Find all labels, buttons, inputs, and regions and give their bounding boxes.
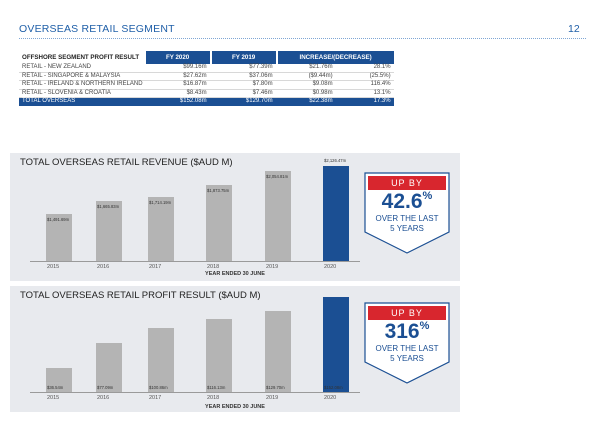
x-tick-label: 2015 — [47, 395, 60, 401]
row-label: RETAIL - IRELAND & NORTHERN IRELAND — [19, 80, 146, 90]
bar-value-label: $129.70m — [266, 385, 285, 390]
revenue-badge-percent-sign: % — [422, 190, 433, 202]
bar-2017 — [148, 328, 174, 392]
bar-value-label: $1,714.19m — [149, 200, 172, 206]
cell-pct: 116.4% — [335, 80, 394, 90]
bar-2017 — [148, 197, 174, 261]
total-fy2020: $152.08m — [145, 97, 210, 106]
x-tick-label: 2017 — [149, 264, 162, 270]
column-header-change: INCREASE/(DECREASE) — [277, 51, 394, 64]
cell-fy2019: $77.39m — [211, 64, 276, 73]
revenue-badge-line2: 5 YEARS — [390, 224, 424, 233]
cell-pct: (25.5%) — [335, 72, 394, 82]
x-tick-label: 2020 — [324, 264, 337, 270]
bar-value-label: $100.86m — [149, 385, 168, 390]
profit-bar-chart: $36.54m 2015 $77.09m 2016 $100.86m 2017 $116.1… — [10, 286, 460, 412]
total-label: TOTAL OVERSEAS — [19, 97, 146, 106]
profit-chart-title: TOTAL OVERSEAS RETAIL PROFIT RESULT ($AU… — [20, 290, 261, 301]
header-divider — [19, 38, 586, 39]
x-tick-label: 2017 — [149, 395, 162, 401]
x-tick-label: 2015 — [47, 264, 60, 270]
x-tick-label: 2019 — [266, 264, 279, 270]
cell-fy2019: $37.06m — [211, 72, 276, 82]
bar-2019 — [265, 171, 291, 261]
profit-badge-body: 316% OVER THE LAST 5 YEARS — [364, 320, 450, 364]
profit-badge-line1: OVER THE LAST — [375, 344, 439, 353]
bar-value-label: $116.13m — [207, 385, 226, 390]
table-row: RETAIL - SLOVENIA & CROATIA $8.43m $7.46… — [19, 89, 394, 99]
bar-value-label: $1,665.83m — [97, 203, 120, 209]
bar-2018 — [206, 185, 232, 261]
x-tick-label: 2018 — [207, 264, 220, 270]
x-axis-line — [30, 261, 360, 262]
cell-change: $21.76m — [277, 64, 336, 73]
bar-value-label: $1,873.75m — [207, 188, 230, 194]
cell-fy2020: $8.43m — [145, 89, 210, 99]
row-label: RETAIL - SINGAPORE & MALAYSIA — [19, 72, 146, 82]
cell-pct: 13.1% — [335, 89, 394, 99]
revenue-badge-body: 42.6% OVER THE LAST 5 YEARS — [364, 190, 450, 234]
cell-change: $9.08m — [277, 80, 336, 90]
bar-2018 — [206, 319, 232, 392]
total-pct: 17.3% — [335, 97, 394, 106]
table-total-row: TOTAL OVERSEAS $152.08m $129.70m $22.38m… — [19, 97, 394, 106]
cell-change: ($9.44m) — [277, 72, 336, 82]
profit-badge-up-by: UP BY — [368, 306, 446, 320]
total-change: $22.38m — [277, 97, 336, 106]
row-label: RETAIL - NEW ZEALAND — [19, 64, 146, 73]
x-tick-label: 2016 — [97, 395, 110, 401]
bar-value-label: $1,491.69m — [47, 217, 70, 222]
bar-2020 — [323, 166, 349, 261]
bar-2016 — [96, 343, 122, 392]
profit-x-axis-title: YEAR ENDED 30 JUNE — [205, 404, 265, 410]
profit-badge-line2: 5 YEARS — [390, 354, 424, 363]
cell-fy2019: $7.46m — [211, 89, 276, 99]
revenue-chart-title: TOTAL OVERSEAS RETAIL REVENUE ($AUD M) — [20, 157, 233, 168]
bar-value-label: $77.09m — [97, 385, 114, 390]
bar-2016 — [96, 200, 122, 261]
cell-pct: 28.1% — [335, 64, 394, 73]
profit-badge-percent: 316 — [384, 320, 420, 343]
table-row: RETAIL - IRELAND & NORTHERN IRELAND $16.… — [19, 80, 394, 90]
total-fy2019: $129.70m — [211, 97, 276, 106]
x-tick-label: 2019 — [266, 395, 279, 401]
segment-profit-table: OFFSHORE SEGMENT PROFIT RESULT FY 2020 F… — [19, 51, 394, 106]
bar-value-label: $36.54m — [47, 385, 64, 390]
table-row: RETAIL - NEW ZEALAND $99.16m $77.39m $21… — [19, 64, 394, 73]
column-header-fy2019: FY 2019 — [211, 51, 276, 64]
table-header-row: OFFSHORE SEGMENT PROFIT RESULT FY 2020 F… — [19, 51, 394, 64]
cell-fy2020: $16.87m — [145, 80, 210, 90]
x-tick-label: 2016 — [97, 264, 110, 270]
bar-2019 — [265, 310, 291, 392]
bar-2015 — [46, 368, 72, 392]
revenue-badge-shape — [364, 172, 450, 254]
page-number: 12 — [568, 23, 580, 35]
row-label: RETAIL - SLOVENIA & CROATIA — [19, 89, 146, 99]
cell-change: $0.98m — [277, 89, 336, 99]
bar-value-label: $152.08m — [324, 385, 343, 390]
x-tick-label: 2018 — [207, 395, 220, 401]
cell-fy2020: $99.16m — [145, 64, 210, 73]
cell-fy2020: $27.62m — [145, 72, 210, 82]
table-row: RETAIL - SINGAPORE & MALAYSIA $27.62m $3… — [19, 72, 394, 82]
profit-badge-shape — [364, 302, 450, 384]
revenue-x-axis-title: YEAR ENDED 30 JUNE — [205, 271, 265, 277]
revenue-badge-line1: OVER THE LAST — [375, 214, 439, 223]
x-tick-label: 2020 — [324, 395, 337, 401]
bar-2015 — [46, 214, 72, 261]
bar-2020 — [323, 297, 349, 392]
bar-value-label: $2,126.47m — [324, 158, 347, 163]
bar-value-label: $2,054.81m — [266, 174, 289, 180]
revenue-bar-chart: $1,491.69m 2015 $1,665.83m 2016 $1,714.19m 20… — [10, 153, 460, 281]
x-axis-line — [30, 392, 360, 393]
revenue-badge-percent: 42.6 — [381, 190, 423, 213]
column-header-fy2020: FY 2020 — [145, 51, 210, 64]
profit-badge-percent-sign: % — [419, 320, 430, 332]
cell-fy2019: $7.80m — [211, 80, 276, 90]
revenue-badge-up-by: UP BY — [368, 176, 446, 190]
table-title: OFFSHORE SEGMENT PROFIT RESULT — [22, 54, 140, 61]
page-title: OVERSEAS RETAIL SEGMENT — [19, 23, 175, 35]
